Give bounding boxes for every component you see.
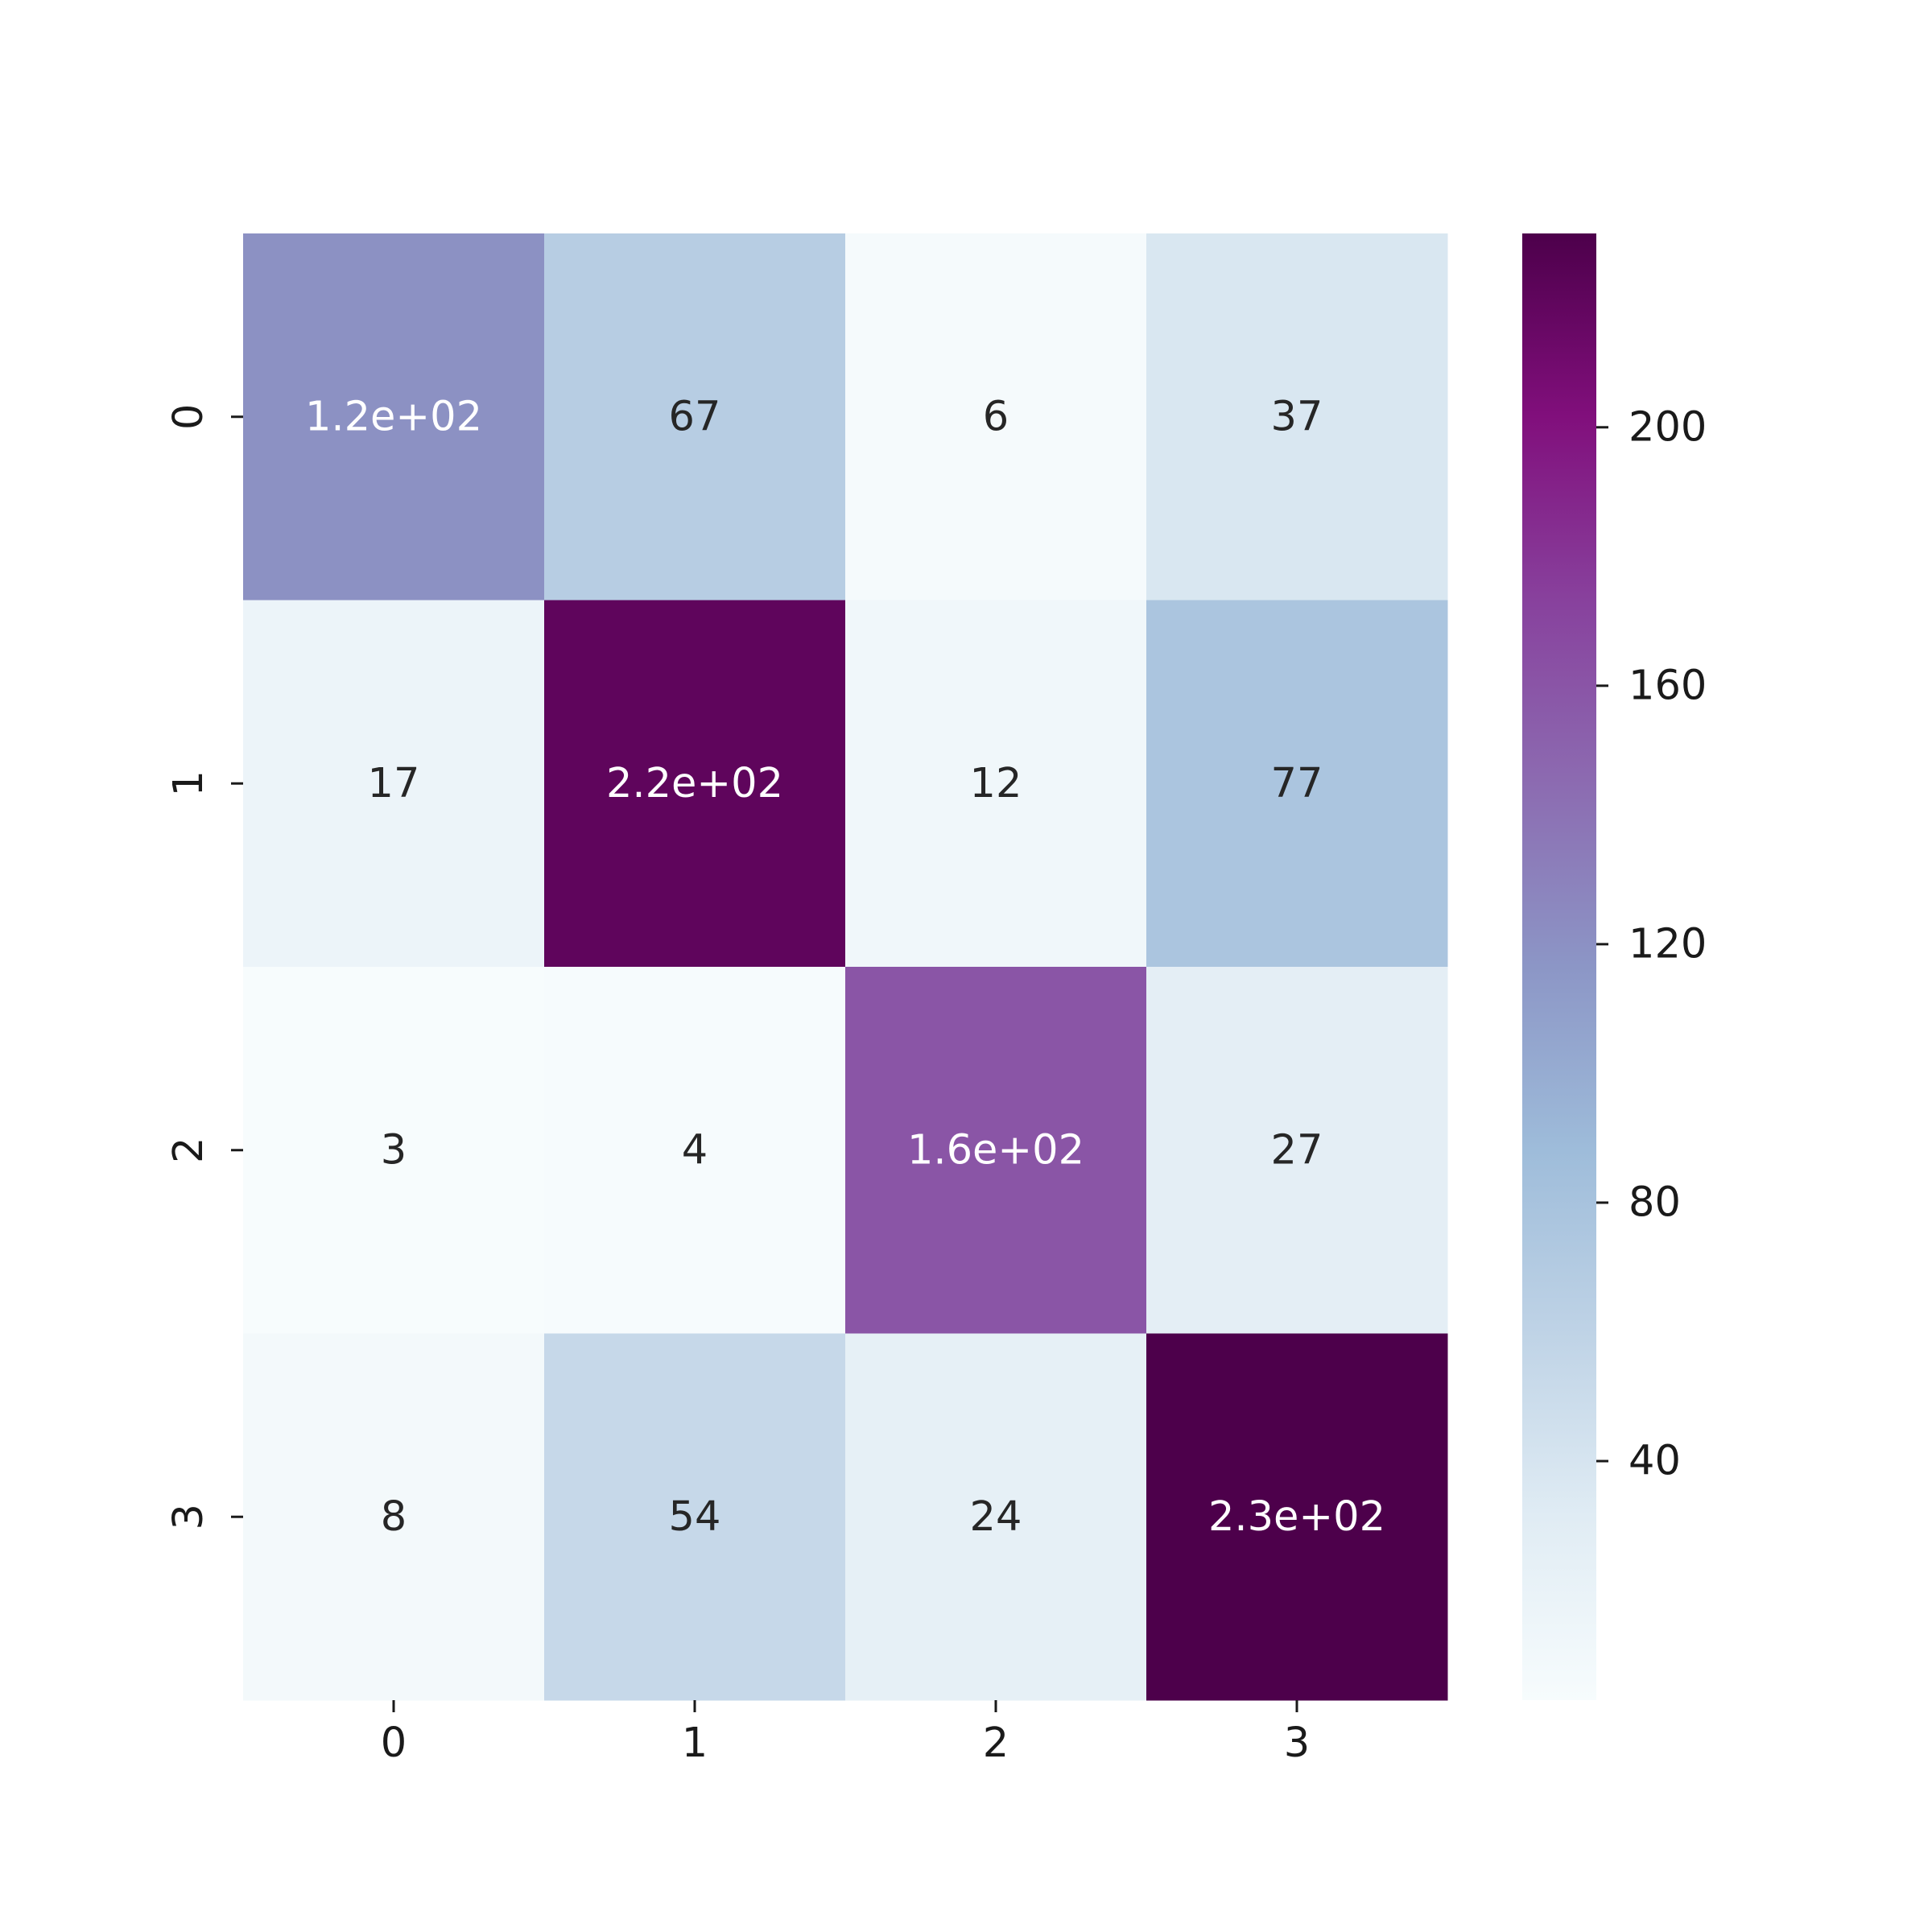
cell-annotation: 4: [682, 1126, 708, 1174]
cell-annotation: 77: [1271, 760, 1323, 807]
cell-annotation: 6: [983, 393, 1009, 440]
cell-annotation: 37: [1271, 393, 1323, 440]
cell-annotation: 54: [669, 1493, 721, 1541]
cell-annotation: 8: [381, 1493, 407, 1541]
heatmap-cell: [1146, 600, 1448, 968]
colorbar-tick-label: 80: [1629, 1179, 1681, 1226]
cell-annotation: 1.2e+02: [305, 393, 482, 440]
heatmap-cell: [845, 1333, 1147, 1701]
cell-annotation: 3: [381, 1126, 407, 1174]
cell-annotation: 2.3e+02: [1208, 1493, 1385, 1541]
x-tick-label: 3: [1284, 1719, 1310, 1767]
heatmap-cell: [544, 967, 846, 1334]
colorbar-tick-label: 40: [1629, 1438, 1681, 1485]
heatmap-cell: [243, 600, 545, 968]
heatmap-cell: [845, 600, 1147, 968]
heatmap-cell: [845, 967, 1147, 1334]
y-tick-label: 0: [165, 404, 213, 430]
cell-annotation: 1.6e+02: [907, 1126, 1084, 1174]
heatmap-cell: [544, 600, 846, 968]
colorbar-tick-label: 120: [1629, 920, 1707, 968]
colorbar-tick-label: 160: [1629, 662, 1707, 709]
heatmap-cell: [243, 1333, 545, 1701]
heatmap-cell: [544, 1333, 846, 1701]
colorbar-tick-label: 200: [1629, 403, 1707, 451]
cell-annotation: 24: [970, 1493, 1022, 1541]
cell-annotation: 12: [970, 760, 1022, 807]
x-tick-label: 0: [381, 1719, 407, 1767]
y-tick-label: 1: [165, 770, 213, 796]
heatmap-cells: [243, 233, 1448, 1701]
y-tick-label: 3: [165, 1504, 213, 1530]
heatmap-cell: [1146, 233, 1448, 601]
cell-annotation: 2.2e+02: [606, 760, 783, 807]
heatmap-cell: [243, 967, 545, 1334]
x-tick-label: 1: [682, 1719, 708, 1767]
cell-annotation: 17: [368, 760, 420, 807]
y-axis: 0 1 2 3: [165, 404, 243, 1530]
colorbar-gradient: [1522, 233, 1596, 1700]
x-tick-label: 2: [983, 1719, 1009, 1767]
y-tick-label: 2: [165, 1137, 213, 1163]
heatmap-cell: [1146, 967, 1448, 1334]
cell-annotation: 67: [669, 393, 721, 440]
colorbar: 40 80 120 160 200: [1522, 233, 1707, 1700]
heatmap-cell: [845, 233, 1147, 601]
cell-annotations: 1.2e+02 67 6 37 17 2.2e+02 12 77 3 4 1.6e+02 27 8 54 2…: [305, 393, 1385, 1541]
heatmap-cell: [1146, 1333, 1448, 1701]
heatmap-cell: [544, 233, 846, 601]
cell-annotation: 27: [1271, 1126, 1323, 1174]
x-axis: 0 1 2 3: [381, 1700, 1310, 1767]
heatmap-cell: [243, 233, 545, 601]
